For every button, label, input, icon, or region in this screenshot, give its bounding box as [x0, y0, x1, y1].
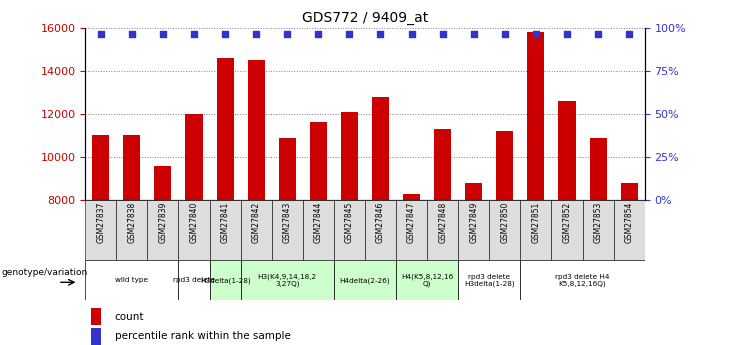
Bar — [465, 183, 482, 200]
Bar — [520, 260, 645, 300]
Point — [188, 31, 200, 37]
Bar — [310, 122, 327, 200]
Point — [250, 31, 262, 37]
Point — [530, 31, 542, 37]
Text: GSM27850: GSM27850 — [500, 202, 509, 243]
Point — [344, 31, 356, 37]
Text: rpd3 delete H4
K5,8,12,16Q): rpd3 delete H4 K5,8,12,16Q) — [555, 274, 610, 287]
Bar — [520, 200, 551, 260]
Point — [374, 31, 386, 37]
Bar — [551, 200, 582, 260]
Point — [313, 31, 325, 37]
Text: H3(K4,9,14,18,2
3,27Q): H3(K4,9,14,18,2 3,27Q) — [258, 273, 317, 287]
Bar — [372, 97, 389, 200]
Text: rpd3 delete
H3delta(1-28): rpd3 delete H3delta(1-28) — [464, 274, 514, 287]
Point — [436, 31, 448, 37]
Bar — [403, 194, 420, 200]
Bar — [210, 260, 241, 300]
Point — [95, 31, 107, 37]
Text: percentile rank within the sample: percentile rank within the sample — [115, 331, 290, 341]
Bar — [489, 200, 520, 260]
Bar — [92, 135, 110, 200]
Text: GSM27843: GSM27843 — [283, 202, 292, 243]
Text: GSM27842: GSM27842 — [252, 202, 261, 243]
Text: GSM27844: GSM27844 — [314, 202, 323, 243]
Bar — [365, 200, 396, 260]
Bar — [179, 260, 210, 300]
Bar — [334, 200, 365, 260]
Bar — [341, 112, 358, 200]
Text: GSM27852: GSM27852 — [562, 202, 571, 243]
Bar — [241, 260, 334, 300]
Bar — [85, 260, 179, 300]
Bar — [559, 101, 576, 200]
Title: GDS772 / 9409_at: GDS772 / 9409_at — [302, 11, 428, 25]
Bar — [458, 260, 520, 300]
Text: GSM27851: GSM27851 — [531, 202, 540, 243]
Text: GSM27848: GSM27848 — [438, 202, 447, 243]
Bar — [528, 32, 545, 200]
Point — [282, 31, 293, 37]
Point — [623, 31, 635, 37]
Text: GSM27839: GSM27839 — [159, 202, 167, 243]
Text: GSM27846: GSM27846 — [376, 202, 385, 243]
Bar — [590, 138, 607, 200]
Bar — [458, 200, 489, 260]
Text: GSM27841: GSM27841 — [221, 202, 230, 243]
Text: H4(K5,8,12,16
Q): H4(K5,8,12,16 Q) — [401, 273, 453, 287]
Text: GSM27853: GSM27853 — [594, 202, 602, 243]
Text: wild type: wild type — [116, 277, 148, 283]
Point — [157, 31, 169, 37]
Bar — [185, 114, 202, 200]
Bar — [427, 200, 458, 260]
Point — [499, 31, 511, 37]
Text: H3delta(1-28): H3delta(1-28) — [200, 277, 250, 284]
Bar — [247, 60, 265, 200]
Bar — [434, 129, 451, 200]
Text: count: count — [115, 312, 144, 322]
Bar — [496, 131, 514, 200]
Bar — [91, 308, 101, 325]
Bar — [91, 328, 101, 345]
Bar — [216, 58, 233, 200]
Text: GSM27840: GSM27840 — [190, 202, 199, 243]
Point — [405, 31, 417, 37]
Bar — [147, 200, 179, 260]
Bar — [582, 200, 614, 260]
Text: GSM27845: GSM27845 — [345, 202, 354, 243]
Point — [126, 31, 138, 37]
Bar — [620, 183, 638, 200]
Bar — [210, 200, 241, 260]
Bar — [123, 135, 140, 200]
Bar — [396, 200, 427, 260]
Bar — [334, 260, 396, 300]
Bar — [85, 200, 116, 260]
Text: GSM27837: GSM27837 — [96, 202, 105, 243]
Text: GSM27849: GSM27849 — [469, 202, 478, 243]
Point — [592, 31, 604, 37]
Bar — [614, 200, 645, 260]
Text: genotype/variation: genotype/variation — [1, 268, 88, 277]
Bar — [179, 200, 210, 260]
Text: H4delta(2-26): H4delta(2-26) — [339, 277, 391, 284]
Text: rpd3 delete: rpd3 delete — [173, 277, 215, 283]
Text: GSM27854: GSM27854 — [625, 202, 634, 243]
Bar — [241, 200, 272, 260]
Text: GSM27838: GSM27838 — [127, 202, 136, 243]
Text: GSM27847: GSM27847 — [407, 202, 416, 243]
Bar — [396, 260, 458, 300]
Bar — [116, 200, 147, 260]
Bar — [303, 200, 334, 260]
Bar — [154, 166, 171, 200]
Bar — [272, 200, 303, 260]
Point — [219, 31, 231, 37]
Point — [561, 31, 573, 37]
Bar — [279, 138, 296, 200]
Point — [468, 31, 479, 37]
